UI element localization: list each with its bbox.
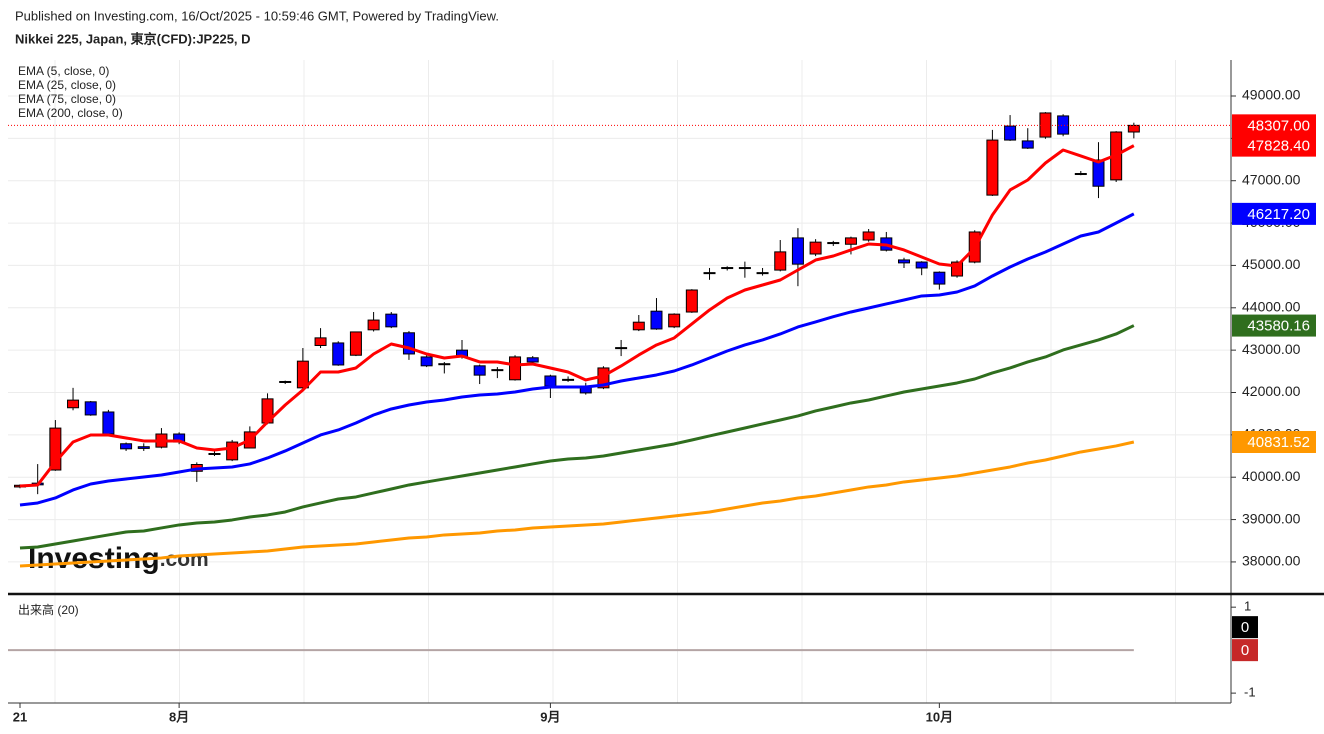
candle-body bbox=[685, 289, 698, 313]
candle-body bbox=[898, 259, 910, 264]
y-tick-label: 47000.00 bbox=[1242, 171, 1301, 187]
series-last-label-box bbox=[1232, 314, 1316, 337]
candle-body bbox=[1004, 125, 1017, 141]
candle-body bbox=[827, 242, 840, 245]
candle-body bbox=[1127, 124, 1140, 133]
volume-label: 0 bbox=[1241, 619, 1249, 636]
candle-body bbox=[703, 272, 716, 275]
candle-body bbox=[226, 441, 239, 461]
y-tick-label: 38000.00 bbox=[1242, 553, 1301, 569]
candle-body bbox=[67, 399, 80, 409]
legend-entry: EMA (5, close, 0) bbox=[18, 64, 109, 78]
ema-line bbox=[19, 144, 1135, 488]
candle-body bbox=[986, 139, 999, 196]
candle-body bbox=[491, 369, 504, 372]
candle-body bbox=[756, 272, 769, 275]
candle-body bbox=[279, 380, 292, 383]
candle-body bbox=[862, 231, 875, 241]
y-tick-label: 45000.00 bbox=[1242, 256, 1301, 272]
candle-body bbox=[102, 411, 115, 435]
candle-body bbox=[562, 378, 575, 381]
candle-body bbox=[509, 356, 522, 381]
y-tick-label: 42000.00 bbox=[1242, 383, 1301, 399]
candle-body bbox=[1021, 140, 1034, 149]
watermark: Investing.com bbox=[28, 542, 209, 575]
y-tick-label: 1 bbox=[1244, 599, 1251, 614]
candle-body bbox=[1057, 115, 1070, 135]
series-last-label-box bbox=[1232, 134, 1316, 157]
candle-body bbox=[49, 427, 62, 471]
candle-body bbox=[526, 357, 539, 363]
candle-body bbox=[420, 356, 433, 367]
x-tick-label: 9月 bbox=[540, 709, 560, 724]
y-tick-label: 44000.00 bbox=[1242, 298, 1301, 314]
series-last-label: 46217.20 bbox=[1247, 206, 1310, 223]
candle-body bbox=[1074, 173, 1087, 176]
watermark-suffix: .com bbox=[160, 548, 209, 571]
volume-label-box bbox=[1232, 616, 1258, 639]
volume-label-box bbox=[1232, 639, 1258, 662]
candle-body bbox=[208, 452, 221, 455]
legend-entry: EMA (200, close, 0) bbox=[18, 106, 123, 120]
candle-body bbox=[402, 332, 415, 355]
x-tick-label: 10月 bbox=[926, 709, 953, 724]
series-last-label: 43580.16 bbox=[1247, 318, 1310, 335]
last-price-label: 48307.00 bbox=[1247, 117, 1310, 134]
candle-body bbox=[632, 321, 645, 331]
ema-line bbox=[19, 324, 1135, 550]
y-tick-label: 40000.00 bbox=[1242, 468, 1301, 484]
series-last-label: 47828.40 bbox=[1247, 138, 1310, 155]
candle-body bbox=[332, 342, 345, 366]
volume-label: 0 bbox=[1241, 642, 1249, 659]
panel-title: 出来高 (20) bbox=[18, 602, 79, 617]
candle-body bbox=[385, 313, 398, 328]
x-tick-label: 21 bbox=[13, 709, 27, 724]
candle-body bbox=[120, 443, 133, 450]
candle-body bbox=[349, 331, 362, 356]
legend-entry: EMA (75, close, 0) bbox=[18, 92, 116, 106]
published: Published on Investing.com, 16/Oct/2025 … bbox=[15, 8, 499, 23]
last-price-label-box bbox=[1232, 114, 1316, 137]
legend-entry: EMA (25, close, 0) bbox=[18, 78, 116, 92]
candle-body bbox=[721, 267, 734, 270]
candle-body bbox=[738, 267, 751, 270]
plot: 38000.0039000.0040000.0041000.0042000.00… bbox=[8, 64, 1316, 724]
candle-body bbox=[951, 261, 964, 277]
candle-body bbox=[1039, 112, 1052, 138]
ema-line bbox=[19, 440, 1135, 568]
grid bbox=[8, 60, 1231, 703]
candle-body bbox=[844, 237, 857, 245]
y-tick-label: 39000.00 bbox=[1242, 510, 1301, 526]
candle-body bbox=[809, 241, 822, 255]
candle-body bbox=[544, 375, 557, 387]
y-tick-label: -1 bbox=[1244, 685, 1256, 700]
candle-body bbox=[650, 310, 663, 330]
candle-body bbox=[296, 360, 309, 389]
series-last-label: 40831.52 bbox=[1247, 434, 1310, 451]
candle-body bbox=[915, 261, 928, 269]
y-tick-label: 49000.00 bbox=[1242, 87, 1301, 103]
series-last-label-box bbox=[1232, 202, 1316, 225]
candle-body bbox=[1092, 159, 1105, 187]
candle-body bbox=[774, 251, 787, 271]
candle-body bbox=[615, 347, 628, 350]
candle-body bbox=[314, 337, 327, 346]
candle-body bbox=[137, 446, 150, 449]
candle-body bbox=[438, 363, 451, 366]
candle-body bbox=[668, 313, 681, 328]
x-tick-label: 8月 bbox=[169, 709, 189, 724]
ema-line bbox=[19, 212, 1135, 507]
candle-body bbox=[473, 365, 486, 376]
series-last-label-box bbox=[1232, 430, 1316, 453]
candle-body bbox=[367, 319, 380, 331]
symbol: Nikkei 225, Japan, 東京(CFD):JP225, D bbox=[15, 31, 251, 46]
candle-body bbox=[84, 401, 97, 416]
y-tick-label: 43000.00 bbox=[1242, 341, 1301, 357]
candle-body bbox=[933, 271, 946, 285]
candle-body bbox=[791, 237, 804, 265]
